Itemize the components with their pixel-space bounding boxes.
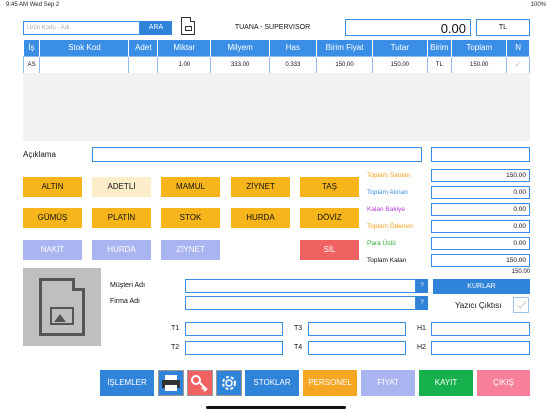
toplam-kalan-label: Toplam Kalan [367,257,407,264]
table-row[interactable]: AS 1.00 333.00 0.333 150.00 150.00 TL 15… [22,55,530,74]
personel-button[interactable]: PERSONEL [303,370,357,396]
ziynet-button[interactable]: ZİYNET [231,177,290,197]
cikis-button[interactable]: ÇIKIŞ [477,370,530,396]
search-button[interactable]: ARA [140,21,172,35]
aciklama-input[interactable] [92,147,422,162]
grand-total-display: 0.00 [345,19,471,36]
toplam-alinan-label: Toplam Alınan [367,189,408,196]
kurlar-button[interactable]: KURLAR [433,279,530,294]
firma-label: Firma Adı [110,298,140,305]
yazici-checkbox[interactable] [513,297,529,313]
h2-label: H2 [417,344,426,351]
t4-input[interactable] [308,341,406,355]
kayit-button[interactable]: KAYIT [419,370,473,396]
gumus-button[interactable]: GÜMÜŞ [23,208,82,228]
column-header: İş [23,40,41,56]
column-header: Birim Fiyat [316,40,374,56]
extra-total-value: 150.00 [511,269,530,275]
ziynet-payment-button[interactable]: ZİYNET [161,240,220,260]
table-cell[interactable]: 150.00 [372,55,428,74]
fiyat-button[interactable]: FİYAT [361,370,415,396]
para-ustu-label: Para Üstü [367,240,396,247]
altin-button[interactable]: ALTIN [23,177,82,197]
search-input[interactable]: Ürün Kodu - Adı [23,21,140,35]
settings-gear-icon[interactable] [216,370,242,396]
aciklama-label: Açıklama [23,150,56,159]
sil-button[interactable]: SİL [300,240,359,260]
musteri-input[interactable] [185,279,416,293]
islemler-button[interactable]: İŞLEMLER [100,370,154,396]
mamul-button[interactable]: MAMUL [161,177,220,197]
t1-input[interactable] [185,322,283,336]
status-bar: 9:45 AM Wed Sep 2 100% [0,0,552,10]
transaction-table: İş Stok Kod Adet Miktar Milyem Has Birim… [22,40,530,74]
column-header: Miktar [157,40,212,56]
toplam-odenen-value: 0.00 [431,220,530,233]
table-cell[interactable]: 150.00 [315,55,374,74]
column-header: Tutar [372,40,428,56]
image-placeholder-icon[interactable] [23,268,101,346]
musteri-label: Müşteri Adı [110,282,146,289]
platin-button[interactable]: PLATİN [92,208,151,228]
musteri-lookup-button[interactable]: ? [416,279,428,293]
column-header: Milyem [210,40,270,56]
aciklama-extra-input[interactable] [431,147,530,162]
firma-lookup-button[interactable]: ? [416,296,428,310]
t1-label: T1 [171,325,180,332]
h1-input[interactable] [431,322,530,336]
toplam-satilan-value: 150.00 [431,169,530,182]
t3-input[interactable] [308,322,406,336]
table-empty-area [23,73,530,141]
adetli-button[interactable]: ADETLİ [92,177,151,197]
stok-button[interactable]: STOK [161,208,220,228]
currency-display[interactable]: TL [476,19,530,36]
status-time: 9:45 AM Wed Sep 2 [6,2,60,8]
doviz-button[interactable]: DÖVİZ [300,208,359,228]
yazici-label: Yazıcı Çıktısı [455,301,502,310]
hurda-button[interactable]: HURDA [231,208,290,228]
table-cell[interactable] [39,55,130,74]
column-header: Adet [128,40,159,56]
table-cell[interactable]: AS [22,55,41,74]
printer-icon[interactable] [158,370,184,396]
page-title: TUANA - SUPERVISOR [234,24,311,31]
toplam-alinan-value: 0.00 [431,186,530,199]
home-indicator [206,406,346,409]
table-cell[interactable]: 333.00 [210,55,270,74]
battery-indicator: 100% [530,2,546,8]
column-header: Birim [427,40,453,56]
h2-input[interactable] [431,341,530,355]
kalan-bakiye-value: 0.00 [431,203,530,216]
t3-label: T3 [294,325,303,332]
row-checkbox[interactable]: ✓ [506,55,530,74]
table-cell[interactable]: 150.00 [451,55,508,74]
firma-input[interactable] [185,296,416,310]
h1-label: H1 [417,325,426,332]
document-icon[interactable] [181,17,195,35]
hurda-payment-button[interactable]: HURDA [92,240,151,260]
table-cell[interactable]: 0.333 [268,55,317,74]
key-icon[interactable] [187,370,213,396]
kalan-bakiye-label: Kalan Bakiye [367,206,405,213]
column-header: Toplam [451,40,508,56]
toplam-satilan-label: Toplam Satılan [367,172,410,179]
toplam-odenen-label: Toplam Ödenen [367,223,413,230]
table-cell[interactable] [128,55,159,74]
toplam-kalan-value: 150.00 [431,254,530,267]
tas-button[interactable]: TAŞ [300,177,359,197]
column-header: N [506,40,530,56]
nakit-button[interactable]: NAKİT [23,240,82,260]
table-cell[interactable]: TL [426,55,453,74]
stoklar-button[interactable]: STOKLAR [245,370,299,396]
t4-label: T4 [294,344,303,351]
para-ustu-value: 0.00 [431,237,530,250]
column-header: Stok Kod [39,40,130,56]
table-cell[interactable]: 1.00 [157,55,212,74]
t2-input[interactable] [185,341,283,355]
t2-label: T2 [171,344,180,351]
column-header: Has [269,40,317,56]
